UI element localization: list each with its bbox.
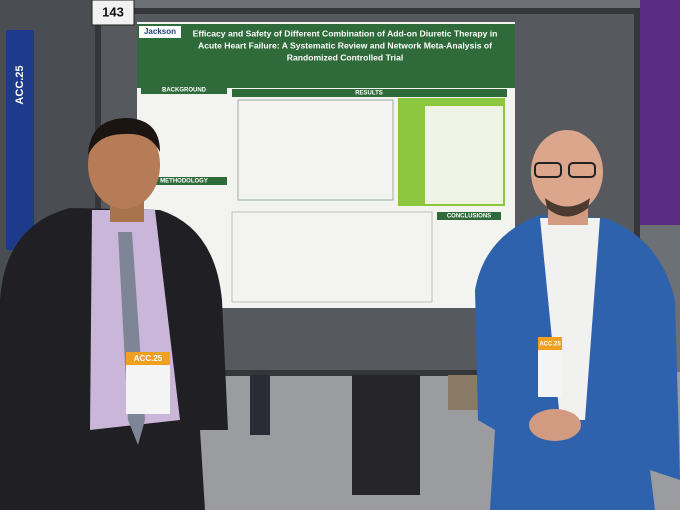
- section-header: RESULTS: [355, 91, 383, 97]
- beard: [545, 198, 590, 217]
- badge-text: ACC.25: [134, 354, 163, 363]
- banner-text: ACC.25: [14, 65, 26, 104]
- background-person-legs: [352, 375, 420, 495]
- poster-title: Acute Heart Failure: A Systematic Review…: [198, 40, 492, 50]
- poster-title: Randomized Controlled Trial: [287, 52, 404, 62]
- face: [531, 130, 603, 214]
- background-person-legs: [250, 375, 270, 435]
- section-header-bar: [141, 86, 227, 94]
- glasses: [534, 162, 562, 178]
- network-diagram: [237, 99, 394, 201]
- badge-header: [538, 337, 562, 350]
- right-banner: [640, 0, 680, 225]
- glasses: [568, 162, 596, 178]
- background-person-legs: [448, 375, 478, 410]
- section-header: CONCLUSIONS: [447, 214, 491, 220]
- section-header: METHODOLOGY: [160, 179, 208, 185]
- board-number: 143: [102, 4, 124, 19]
- forest-plots: [231, 211, 433, 303]
- hands: [529, 409, 581, 441]
- board-number-card: [91, 0, 135, 26]
- left-person: ACC.25: [0, 118, 228, 510]
- section-header: BACKGROUND: [162, 88, 207, 94]
- poster-logo: Jackson: [144, 27, 176, 36]
- hair: [88, 118, 160, 155]
- logo-box: [139, 26, 181, 38]
- poster-title-bar: [137, 24, 515, 88]
- badge-text: ACC.25: [539, 342, 561, 348]
- face: [88, 121, 160, 209]
- poster-title: Efficacy and Safety of Different Combina…: [193, 28, 498, 38]
- badge-header: [126, 352, 170, 365]
- left-banner: [6, 30, 34, 250]
- right-person: ACC.25: [475, 130, 680, 510]
- section-header-bar: [141, 177, 227, 185]
- results-table-body: [425, 106, 503, 204]
- section-header-bar: [437, 212, 501, 220]
- section-header-bar: [232, 89, 507, 97]
